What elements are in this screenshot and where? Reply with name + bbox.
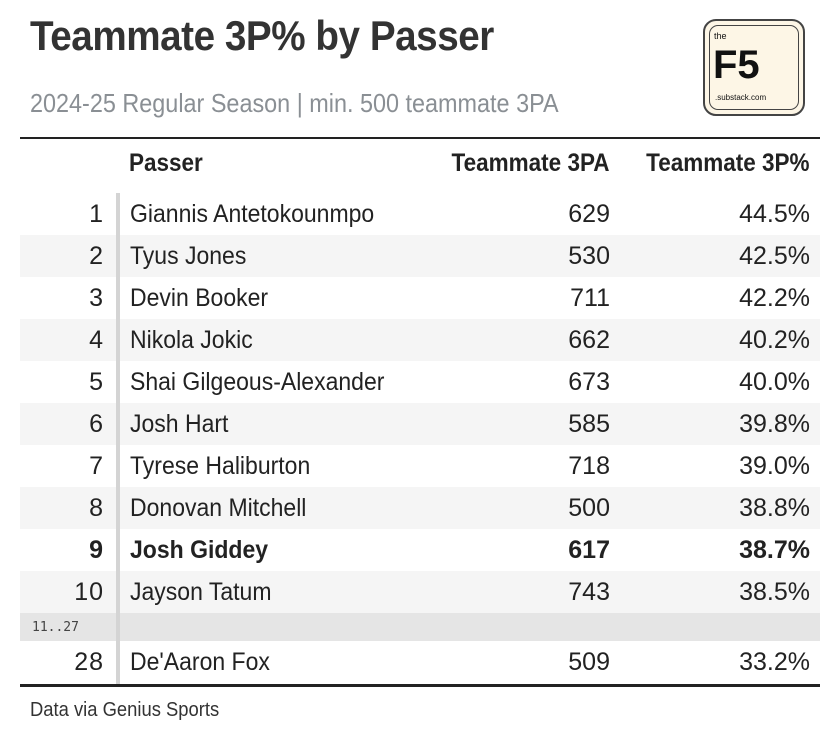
row-rank: 2 <box>89 242 104 270</box>
row-passer: Tyus Jones <box>130 242 247 270</box>
table-row: 2 Tyus Jones 530 42.5% <box>20 235 820 277</box>
table-row: 8 Donovan Mitchell 500 38.8% <box>20 487 820 529</box>
gap-label: 11..27 <box>32 620 79 635</box>
table-row-highlighted: 9 Josh Giddey 617 38.7% <box>20 529 820 571</box>
rank-divider-line <box>116 193 120 685</box>
row-percent: 38.8% <box>739 494 810 522</box>
row-attempts: 662 <box>568 326 610 354</box>
row-rank: 7 <box>89 452 104 480</box>
table-row: 10 Jayson Tatum 743 38.5% <box>20 571 820 613</box>
table-row: 4 Nikola Jokic 662 40.2% <box>20 319 820 361</box>
table-gap-row: 11..27 <box>20 613 820 641</box>
row-rank: 4 <box>89 326 104 354</box>
row-percent: 39.8% <box>739 410 810 438</box>
table-row: 3 Devin Booker 711 42.2% <box>20 277 820 319</box>
row-attempts: 673 <box>568 368 610 396</box>
row-percent: 38.7% <box>739 536 810 564</box>
table-row: 5 Shai Gilgeous-Alexander 673 40.0% <box>20 361 820 403</box>
page-title: Teammate 3P% by Passer <box>30 12 494 59</box>
row-rank: 28 <box>74 648 104 676</box>
row-percent: 42.2% <box>739 284 810 312</box>
row-rank: 1 <box>89 200 104 228</box>
row-passer: Nikola Jokic <box>130 326 253 354</box>
column-header-percent: Teammate 3P% <box>646 149 810 177</box>
table-header: Passer Teammate 3PA Teammate 3P% <box>20 139 820 191</box>
logo-inner-border <box>709 25 799 110</box>
logo-domain: .substack.com <box>715 93 767 102</box>
table-row: 7 Tyrese Haliburton 718 39.0% <box>20 445 820 487</box>
row-attempts: 617 <box>568 536 610 564</box>
logo-the: the <box>714 31 727 41</box>
table-top-rule <box>20 137 820 139</box>
table-row: 28 De'Aaron Fox 509 33.2% <box>20 641 820 683</box>
row-rank: 3 <box>89 284 104 312</box>
row-rank: 5 <box>89 368 104 396</box>
row-passer: Donovan Mitchell <box>130 494 307 522</box>
logo-brand: F5 <box>713 43 760 87</box>
row-attempts: 743 <box>568 578 610 606</box>
row-rank: 9 <box>89 536 104 564</box>
row-rank: 10 <box>74 578 104 606</box>
table-row: 1 Giannis Antetokounmpo 629 44.5% <box>20 193 820 235</box>
row-attempts: 629 <box>568 200 610 228</box>
row-passer: Devin Booker <box>130 284 269 312</box>
table-row: 6 Josh Hart 585 39.8% <box>20 403 820 445</box>
row-attempts: 711 <box>570 284 610 312</box>
row-passer: Tyrese Haliburton <box>130 452 311 480</box>
row-percent: 44.5% <box>739 200 810 228</box>
row-passer: Jayson Tatum <box>130 578 272 606</box>
page-subtitle: 2024-25 Regular Season | min. 500 teamma… <box>30 88 559 118</box>
row-percent: 40.2% <box>739 326 810 354</box>
row-attempts: 585 <box>568 410 610 438</box>
row-attempts: 718 <box>568 452 610 480</box>
row-passer: Josh Hart <box>130 410 229 438</box>
table-body: 1 Giannis Antetokounmpo 629 44.5% 2 Tyus… <box>20 193 820 683</box>
f5-logo: the F5 .substack.com <box>703 19 805 116</box>
row-passer: Giannis Antetokounmpo <box>130 200 375 228</box>
row-percent: 33.2% <box>739 648 810 676</box>
row-passer: De'Aaron Fox <box>130 648 270 676</box>
row-rank: 6 <box>89 410 104 438</box>
column-header-passer: Passer <box>129 149 203 177</box>
row-percent: 38.5% <box>739 578 810 606</box>
row-passer: Shai Gilgeous-Alexander <box>130 368 385 396</box>
row-attempts: 509 <box>568 648 610 676</box>
row-percent: 40.0% <box>739 368 810 396</box>
table-bottom-rule <box>20 684 820 687</box>
source-note: Data via Genius Sports <box>30 699 220 721</box>
row-rank: 8 <box>89 494 104 522</box>
column-header-attempts: Teammate 3PA <box>452 149 610 177</box>
row-percent: 39.0% <box>739 452 810 480</box>
row-attempts: 530 <box>568 242 610 270</box>
row-passer: Josh Giddey <box>130 536 269 564</box>
row-attempts: 500 <box>568 494 610 522</box>
row-percent: 42.5% <box>739 242 810 270</box>
